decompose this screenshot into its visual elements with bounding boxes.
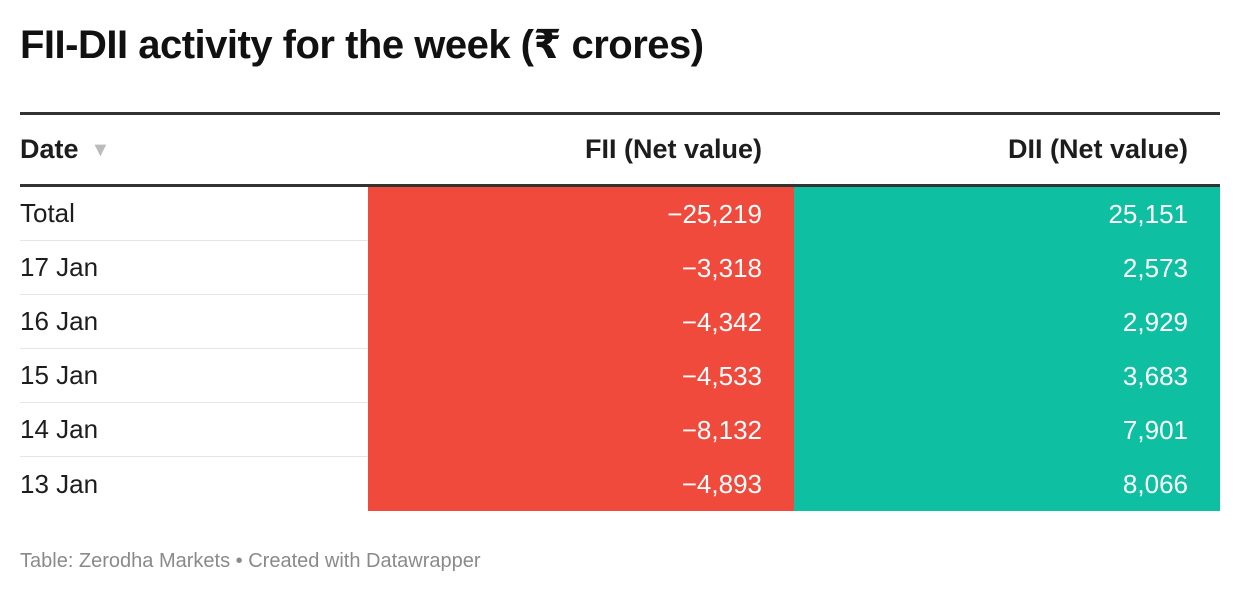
row-date: Total bbox=[20, 187, 368, 241]
row-fii-value: −8,132 bbox=[368, 403, 794, 457]
row-date: 15 Jan bbox=[20, 349, 368, 403]
header-date[interactable]: Date ▼ bbox=[20, 134, 368, 165]
row-fii-value: −4,533 bbox=[368, 349, 794, 403]
row-fii-value: −4,342 bbox=[368, 295, 794, 349]
table-row: 14 Jan −8,132 7,901 bbox=[20, 403, 1220, 457]
row-dii-value: 2,573 bbox=[794, 241, 1220, 295]
row-dii-value: 2,929 bbox=[794, 295, 1220, 349]
row-dii-value: 7,901 bbox=[794, 403, 1220, 457]
row-fii-value: −25,219 bbox=[368, 187, 794, 241]
table-row: 15 Jan −4,533 3,683 bbox=[20, 349, 1220, 403]
row-date: 13 Jan bbox=[20, 468, 99, 499]
row-date: 16 Jan bbox=[20, 295, 368, 349]
row-date: 14 Jan bbox=[20, 403, 368, 457]
row-fii-value: −4,893 bbox=[368, 457, 794, 511]
table-body: Total −25,219 25,151 17 Jan −3,318 2,573… bbox=[20, 187, 1220, 511]
table-top-rule bbox=[20, 112, 1220, 115]
table-row: 16 Jan −4,342 2,929 bbox=[20, 295, 1220, 349]
source-footer: Table: Zerodha Markets • Created with Da… bbox=[20, 550, 481, 572]
table-header: Date ▼ FII (Net value) DII (Net value) bbox=[20, 115, 1220, 187]
fii-dii-table: Date ▼ FII (Net value) DII (Net value) T… bbox=[20, 112, 1220, 511]
header-date-label: Date bbox=[20, 134, 79, 164]
page-title: FII-DII activity for the week (₹ crores) bbox=[20, 23, 704, 67]
header-fii[interactable]: FII (Net value) bbox=[584, 134, 762, 164]
row-date: 17 Jan bbox=[20, 241, 368, 295]
table-row: Total −25,219 25,151 bbox=[20, 187, 1220, 241]
table-row: 17 Jan −3,318 2,573 bbox=[20, 241, 1220, 295]
row-dii-value: 25,151 bbox=[794, 187, 1220, 241]
table-row: 13 Jan −4,893 8,066 bbox=[20, 457, 1220, 511]
row-dii-value: 3,683 bbox=[794, 349, 1220, 403]
header-dii[interactable]: DII (Net value) bbox=[1007, 134, 1188, 164]
sort-down-icon[interactable]: ▼ bbox=[90, 139, 111, 161]
row-dii-value: 8,066 bbox=[794, 457, 1220, 511]
row-fii-value: −3,318 bbox=[368, 241, 794, 295]
